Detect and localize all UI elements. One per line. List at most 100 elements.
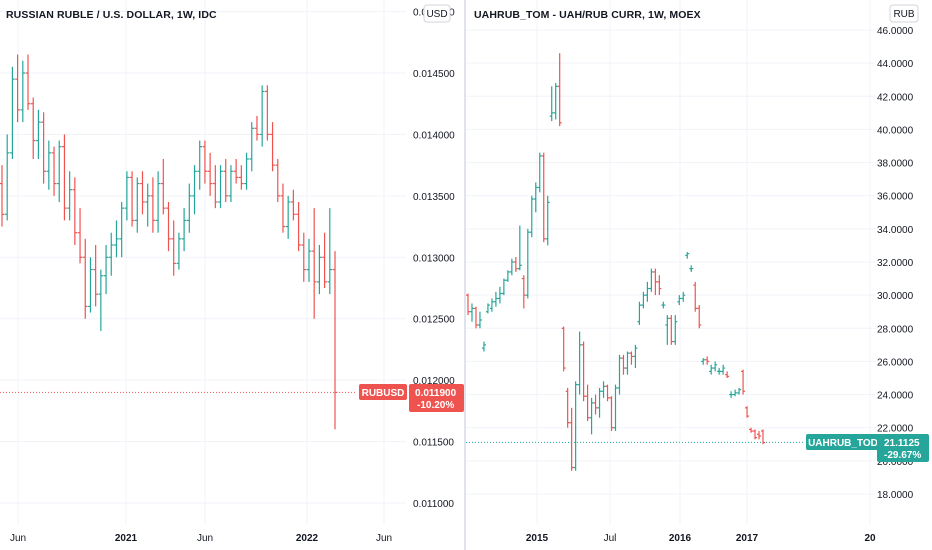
currency-unit-label: RUB — [893, 9, 914, 20]
ohlc-bar — [545, 195, 550, 246]
ohlc-bar — [280, 183, 286, 233]
x-tick-label: 20 — [864, 533, 876, 544]
x-tick-label: Jun — [376, 533, 392, 544]
ohlc-bar — [581, 341, 586, 402]
ohlc-bar — [77, 208, 83, 264]
grid-lines — [466, 0, 876, 524]
ohlc-bar — [593, 394, 598, 415]
uahrub-chart: 46.0000 44.0000 42.0000 40.0000 38.0000 36.00… — [466, 0, 929, 544]
ohlc-bar — [285, 195, 291, 239]
ohlc-bar — [46, 140, 52, 190]
y-tick-label: 0.014000 — [413, 130, 455, 141]
ohlc-bar — [207, 152, 213, 196]
ohlc-bar — [275, 159, 281, 202]
ohlc-bar — [72, 177, 78, 245]
ohlc-bar — [36, 109, 41, 159]
ohlc-bar — [311, 208, 317, 319]
ohlc-bar — [529, 195, 534, 238]
price-bars — [0, 54, 357, 430]
ohlc-bar — [228, 165, 234, 202]
ohlc-bar — [521, 275, 526, 309]
ohlc-bar — [681, 291, 686, 302]
ohlc-bar — [192, 165, 197, 215]
ohlc-bar — [517, 225, 522, 271]
ohlc-bar — [733, 389, 738, 397]
ohlc-bar — [537, 152, 542, 193]
ohlc-bar — [745, 406, 750, 418]
ohlc-bar — [291, 189, 296, 221]
ohlc-bar — [62, 134, 67, 221]
ohlc-bar — [665, 315, 670, 345]
currency-unit-button[interactable]: USD — [423, 4, 451, 23]
ohlc-bar — [589, 397, 594, 435]
ohlc-bar — [497, 286, 502, 304]
ohlc-bar — [197, 140, 203, 190]
ohlc-bar — [709, 364, 714, 375]
ohlc-bar — [753, 429, 758, 440]
ohlc-bar — [4, 134, 10, 221]
time-axis[interactable]: 2015 Jul 2016 2017 20 — [526, 533, 876, 544]
ohlc-bar — [254, 116, 260, 141]
ohlc-bar — [705, 356, 710, 365]
ohlc-bar — [155, 171, 161, 233]
ohlc-bar — [166, 202, 171, 252]
grid-lines — [0, 0, 406, 524]
y-tick-label: 36.0000 — [877, 192, 914, 203]
ohlc-bar — [613, 384, 618, 432]
ohlc-bar — [145, 183, 151, 227]
ohlc-bar — [88, 257, 93, 313]
ohlc-bar — [645, 281, 650, 302]
rubusd-chart-panel: 0.0150000.0145000.0140000.0135000.013000… — [0, 0, 464, 550]
y-tick-label: 20.0000 — [877, 457, 914, 468]
ohlc-bar — [481, 341, 486, 352]
ohlc-bar — [327, 208, 333, 295]
ohlc-bar — [249, 122, 255, 172]
price-bars — [466, 53, 804, 471]
ohlc-bar — [0, 165, 5, 227]
ohlc-bar — [317, 245, 322, 295]
y-tick-label: 22.0000 — [877, 424, 914, 435]
ohlc-bar — [477, 311, 482, 329]
ohlc-bar — [637, 301, 642, 325]
x-tick-label: Jun — [197, 533, 213, 544]
ohlc-bar — [218, 165, 223, 209]
ohlc-bar — [669, 315, 674, 345]
ohlc-bar — [202, 140, 208, 184]
ohlc-bar — [601, 381, 606, 398]
y-tick-label: 0.014500 — [413, 69, 455, 80]
ohlc-bar — [134, 177, 140, 233]
ohlc-bar — [489, 298, 494, 312]
currency-unit-button[interactable]: RUB — [889, 4, 919, 23]
ohlc-bar — [114, 220, 119, 258]
ohlc-bar — [757, 431, 762, 440]
panel-divider[interactable] — [464, 0, 466, 550]
ohlc-bar — [673, 315, 678, 345]
ohlc-bar — [585, 384, 590, 422]
y-tick-label: 24.0000 — [877, 391, 914, 402]
ohlc-bar — [741, 369, 746, 395]
ohlc-bar — [41, 112, 46, 184]
ohlc-bar — [265, 85, 270, 141]
price-axis[interactable]: 46.0000 44.0000 42.0000 40.0000 38.0000 36.00… — [877, 26, 914, 501]
ohlc-bar — [15, 54, 20, 123]
ohlc-bar — [617, 354, 622, 395]
ohlc-bar — [513, 257, 518, 272]
ohlc-bar — [533, 182, 538, 213]
symbol-label: UAHRUB_TOD — [808, 438, 878, 449]
ohlc-bar — [150, 177, 156, 233]
ohlc-bar — [171, 220, 177, 276]
last-price-value: 21.1125 — [884, 438, 920, 449]
ohlc-bar — [98, 269, 104, 331]
time-axis[interactable]: Jun 2021 Jun 2022 Jun — [10, 533, 392, 544]
ohlc-bar — [51, 146, 57, 196]
chart-title: RUSSIAN RUBLE / U.S. DOLLAR, 1W, IDC — [6, 9, 217, 21]
ohlc-bar — [573, 381, 578, 471]
y-tick-label: 0.012500 — [413, 315, 455, 326]
y-tick-label: 34.0000 — [877, 225, 914, 236]
price-axis[interactable]: 0.0150000.0145000.0140000.0135000.013000… — [413, 8, 455, 510]
ohlc-bar — [466, 293, 470, 316]
y-tick-label: 30.0000 — [877, 291, 914, 302]
ohlc-bar — [649, 268, 654, 292]
y-tick-label: 26.0000 — [877, 357, 914, 368]
ohlc-bar — [661, 301, 666, 309]
